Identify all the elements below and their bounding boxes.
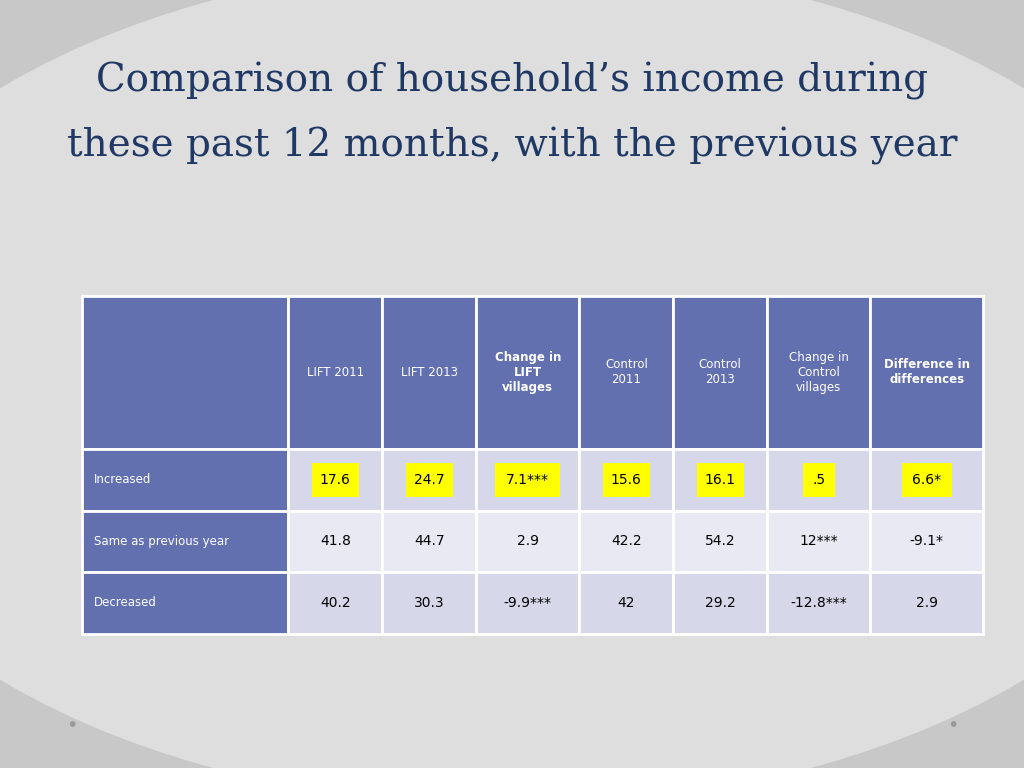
Text: 6.6*: 6.6*	[912, 473, 941, 487]
Text: Increased: Increased	[94, 474, 152, 486]
Text: Difference in
differences: Difference in differences	[884, 359, 970, 386]
Text: Change in
Control
villages: Change in Control villages	[788, 351, 849, 394]
Text: 7.1***: 7.1***	[506, 473, 549, 487]
Text: -12.8***: -12.8***	[791, 596, 847, 610]
Text: LIFT 2011: LIFT 2011	[307, 366, 364, 379]
Text: 15.6: 15.6	[611, 473, 642, 487]
Text: Control
2013: Control 2013	[698, 359, 741, 386]
Text: Same as previous year: Same as previous year	[94, 535, 229, 548]
Text: 16.1: 16.1	[705, 473, 735, 487]
Text: 40.2: 40.2	[321, 596, 350, 610]
Text: 54.2: 54.2	[705, 535, 735, 548]
Text: 29.2: 29.2	[705, 596, 735, 610]
Text: •: •	[946, 717, 958, 735]
Text: 17.6: 17.6	[319, 473, 351, 487]
Text: 42.2: 42.2	[611, 535, 642, 548]
Text: 2.9: 2.9	[517, 535, 539, 548]
Text: 2.9: 2.9	[915, 596, 938, 610]
Text: -9.1*: -9.1*	[909, 535, 944, 548]
Text: 41.8: 41.8	[319, 535, 351, 548]
Text: 24.7: 24.7	[414, 473, 444, 487]
Text: 30.3: 30.3	[414, 596, 444, 610]
Text: Comparison of household’s income during: Comparison of household’s income during	[96, 61, 928, 100]
Text: Control
2011: Control 2011	[605, 359, 648, 386]
Text: 12***: 12***	[800, 535, 838, 548]
Text: these past 12 months, with the previous year: these past 12 months, with the previous …	[67, 127, 957, 165]
Text: Decreased: Decreased	[94, 597, 157, 609]
Text: LIFT 2013: LIFT 2013	[400, 366, 458, 379]
Text: Change in
LIFT
villages: Change in LIFT villages	[495, 351, 561, 394]
Text: 42: 42	[617, 596, 635, 610]
Text: -9.9***: -9.9***	[504, 596, 552, 610]
Text: •: •	[66, 717, 78, 735]
Text: .5: .5	[812, 473, 825, 487]
Text: 44.7: 44.7	[414, 535, 444, 548]
